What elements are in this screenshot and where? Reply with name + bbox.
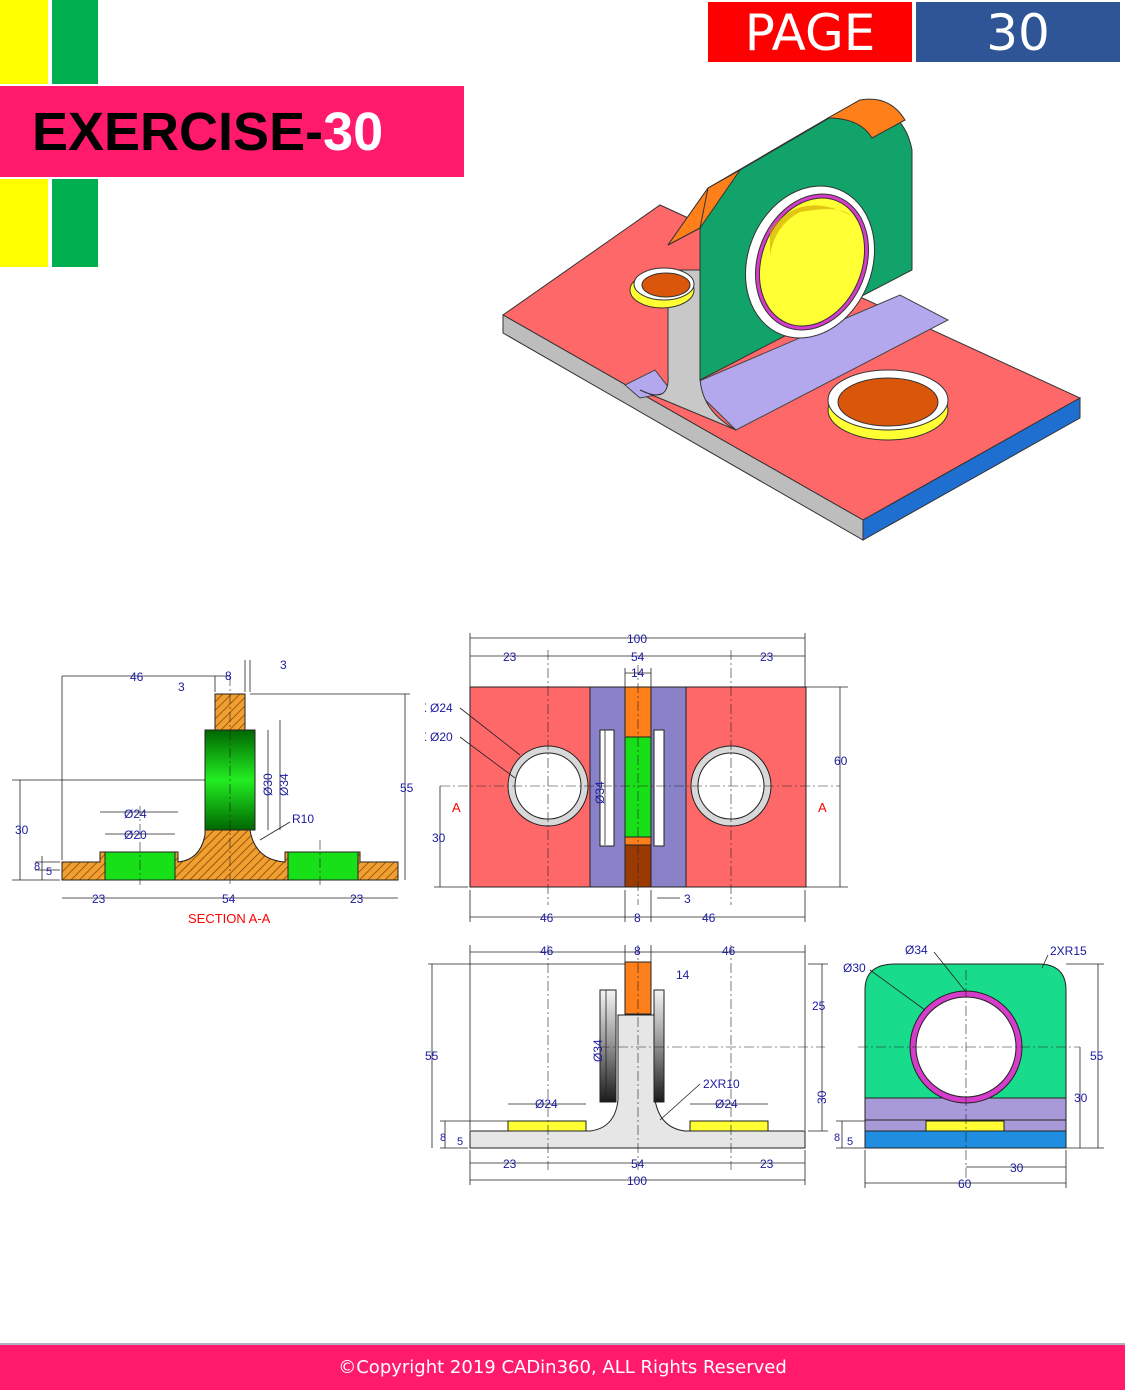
section-dim-5: 5 [46,866,52,878]
front-dim-5: 5 [457,1136,463,1148]
front-dim-2xr10: 2XR10 [703,1077,740,1091]
deco-green-bottom [52,179,98,267]
side-dim-8: 8 [834,1132,840,1144]
copyright-text: ©Copyright 2019 CADin360, ALL Rights Res… [338,1357,787,1378]
side-dim-30: 30 [1074,1091,1088,1105]
front-dim-46a: 46 [540,944,554,958]
front-dim-8: 8 [634,944,641,958]
front-dim-8b: 8 [440,1132,446,1144]
exercise-number: 30 [323,102,384,162]
front-dim-100: 100 [627,1174,647,1188]
side-view: Ø34 Ø30 2XR15 55 30 8 5 30 60 [834,943,1104,1190]
top-section-marker-left: A [452,800,461,815]
side-dim-55: 55 [1090,1049,1104,1063]
page-number: 30 [986,4,1050,62]
front-dim-23a: 23 [503,1157,517,1171]
section-dim-d20: Ø20 [124,828,147,842]
top-dim-2xd24: 2X Ø24 [425,701,453,715]
section-dim-55: 55 [400,781,414,795]
page-label: PAGE [744,4,876,62]
top-dim-60: 60 [834,754,848,768]
page-label-box: PAGE [708,2,912,62]
top-dim-100: 100 [627,632,647,646]
deco-green-top [52,0,98,84]
section-dim-d30: Ø30 [261,773,275,796]
exercise-banner: EXERCISE-30 [0,86,464,177]
top-dim-14: 14 [631,666,645,680]
section-dim-d24: Ø24 [124,807,147,821]
section-dim-23b: 23 [350,892,364,906]
front-dim-d24a: Ø24 [535,1097,558,1111]
side-dim-d34: Ø34 [905,943,928,957]
section-dim-d34: Ø34 [277,773,291,796]
top-dim-8: 8 [634,911,641,925]
footer-bar: ©Copyright 2019 CADin360, ALL Rights Res… [0,1343,1125,1390]
top-section-marker-right: A [818,800,827,815]
top-dim-2xd20: 2X Ø20 [425,730,453,744]
side-dim-5: 5 [847,1136,853,1148]
section-view: 46 8 3 3 55 30 8 5 Ø30 Ø34 R10 Ø24 Ø20 2… [12,658,414,926]
section-dim-8b: 8 [34,861,40,873]
section-dim-23a: 23 [92,892,106,906]
front-dim-d34: Ø34 [591,1039,605,1062]
section-dim-30: 30 [15,823,29,837]
top-dim-46a: 46 [540,911,554,925]
section-dim-3a: 3 [280,658,287,672]
section-dim-3b: 3 [178,680,185,694]
top-dim-d34: Ø34 [593,781,607,804]
side-dim-2xr15: 2XR15 [1050,944,1087,958]
front-dim-23b: 23 [760,1157,774,1171]
top-view: 100 23 54 23 14 2X Ø24 2X Ø20 60 Ø34 30 … [425,632,848,925]
top-dim-30: 30 [432,831,446,845]
side-dim-60: 60 [958,1177,972,1190]
front-dim-25: 25 [812,999,826,1013]
section-dim-8: 8 [225,669,232,683]
deco-yellow-bottom [0,179,48,267]
isometric-view [502,98,1082,541]
side-dim-30b: 30 [1010,1161,1024,1175]
exercise-title: EXERCISE-30 [32,100,383,164]
front-dim-30: 30 [815,1090,829,1104]
section-dim-r10: R10 [292,812,314,826]
deco-yellow-top [0,0,48,84]
section-caption: SECTION A-A [188,911,271,926]
side-dim-d30: Ø30 [843,961,866,975]
front-dim-55: 55 [425,1049,439,1063]
front-view: 46 8 46 14 25 55 Ø34 2XR10 Ø24 Ø24 30 8 … [425,944,829,1188]
top-dim-3: 3 [684,892,691,906]
front-dim-54: 54 [631,1157,645,1171]
front-dim-d24b: Ø24 [715,1097,738,1111]
section-dim-54: 54 [222,892,236,906]
front-dim-46b: 46 [722,944,736,958]
top-dim-46b: 46 [702,911,716,925]
top-dim-54: 54 [631,650,645,664]
page-number-box: 30 [916,2,1120,62]
section-dim-46: 46 [130,670,144,684]
front-dim-14: 14 [676,968,690,982]
top-dim-23b: 23 [760,650,774,664]
exercise-prefix: EXERCISE- [32,102,324,162]
top-dim-23a: 23 [503,650,517,664]
